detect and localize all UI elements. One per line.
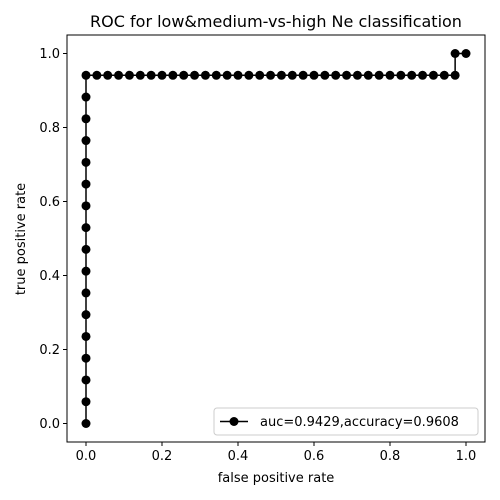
roc-point xyxy=(418,70,428,80)
roc-point xyxy=(81,288,91,298)
roc-point xyxy=(450,49,460,58)
roc-point xyxy=(363,70,373,80)
x-axis-label: false positive rate xyxy=(218,471,335,486)
roc-point xyxy=(81,223,91,233)
x-tick-label: 0.8 xyxy=(380,449,401,464)
roc-point xyxy=(168,70,178,80)
x-tick-label: 0.4 xyxy=(228,449,249,464)
roc-point xyxy=(81,179,91,189)
roc-point xyxy=(81,266,91,276)
y-axis: 0.0 0.2 0.4 0.6 0.8 1.0 xyxy=(39,47,67,432)
x-axis: 0.0 0.2 0.4 0.6 0.8 1.0 xyxy=(76,442,477,464)
roc-point xyxy=(92,70,102,80)
roc-point xyxy=(385,70,395,80)
roc-point xyxy=(114,70,124,80)
roc-point xyxy=(320,70,330,80)
y-tick-label: 0.2 xyxy=(39,343,60,358)
roc-point xyxy=(233,70,243,80)
x-tick-label: 0.0 xyxy=(76,449,97,464)
roc-point xyxy=(200,70,210,80)
roc-point xyxy=(157,70,167,80)
x-tick-label: 0.6 xyxy=(304,449,325,464)
roc-curve-line xyxy=(85,52,466,424)
roc-point xyxy=(81,419,91,428)
roc-point xyxy=(255,70,265,80)
roc-point xyxy=(146,70,156,80)
roc-point xyxy=(374,70,384,80)
roc-point xyxy=(352,70,362,80)
roc-point xyxy=(81,375,91,385)
roc-point xyxy=(81,157,91,167)
roc-point xyxy=(396,70,406,80)
legend-label: auc=0.9429,accuracy=0.9608 xyxy=(260,415,459,430)
roc-point xyxy=(81,92,91,102)
roc-point xyxy=(81,331,91,341)
roc-point xyxy=(81,136,91,146)
roc-point xyxy=(450,70,460,80)
roc-point xyxy=(179,70,189,80)
chart-title: ROC for low&medium-vs-high Ne classifica… xyxy=(90,12,462,31)
roc-point xyxy=(135,70,145,80)
roc-point xyxy=(266,70,276,80)
roc-point xyxy=(81,201,91,211)
roc-point xyxy=(244,70,254,80)
roc-point xyxy=(222,70,232,80)
y-axis-label: true positive rate xyxy=(14,183,29,295)
roc-point xyxy=(331,70,341,80)
y-tick-label: 0.4 xyxy=(39,269,60,284)
y-tick-label: 1.0 xyxy=(39,47,60,62)
roc-point xyxy=(81,353,91,363)
roc-point xyxy=(276,70,286,80)
roc-point xyxy=(342,70,352,80)
roc-point xyxy=(407,70,417,80)
roc-point xyxy=(309,70,319,80)
roc-point xyxy=(428,70,438,80)
legend-marker xyxy=(229,417,239,426)
y-tick-label: 0.0 xyxy=(39,417,60,432)
roc-point xyxy=(81,114,91,124)
roc-point xyxy=(190,70,200,80)
roc-point xyxy=(287,70,297,80)
y-tick-label: 0.8 xyxy=(39,121,60,136)
series-group xyxy=(81,49,471,428)
roc-point xyxy=(211,70,221,80)
roc-point xyxy=(81,70,91,80)
roc-point xyxy=(81,244,91,254)
x-tick-label: 1.0 xyxy=(456,449,477,464)
y-tick-label: 0.6 xyxy=(39,195,60,210)
roc-point xyxy=(461,49,471,58)
roc-point xyxy=(81,310,91,320)
legend: auc=0.9429,accuracy=0.9608 xyxy=(213,407,479,436)
roc-point xyxy=(103,70,113,80)
roc-point xyxy=(124,70,134,80)
roc-point xyxy=(439,70,449,80)
plot-area xyxy=(66,34,486,443)
legend-box xyxy=(213,407,479,436)
roc-point xyxy=(81,397,91,407)
x-tick-label: 0.2 xyxy=(152,449,173,464)
roc-point xyxy=(298,70,308,80)
